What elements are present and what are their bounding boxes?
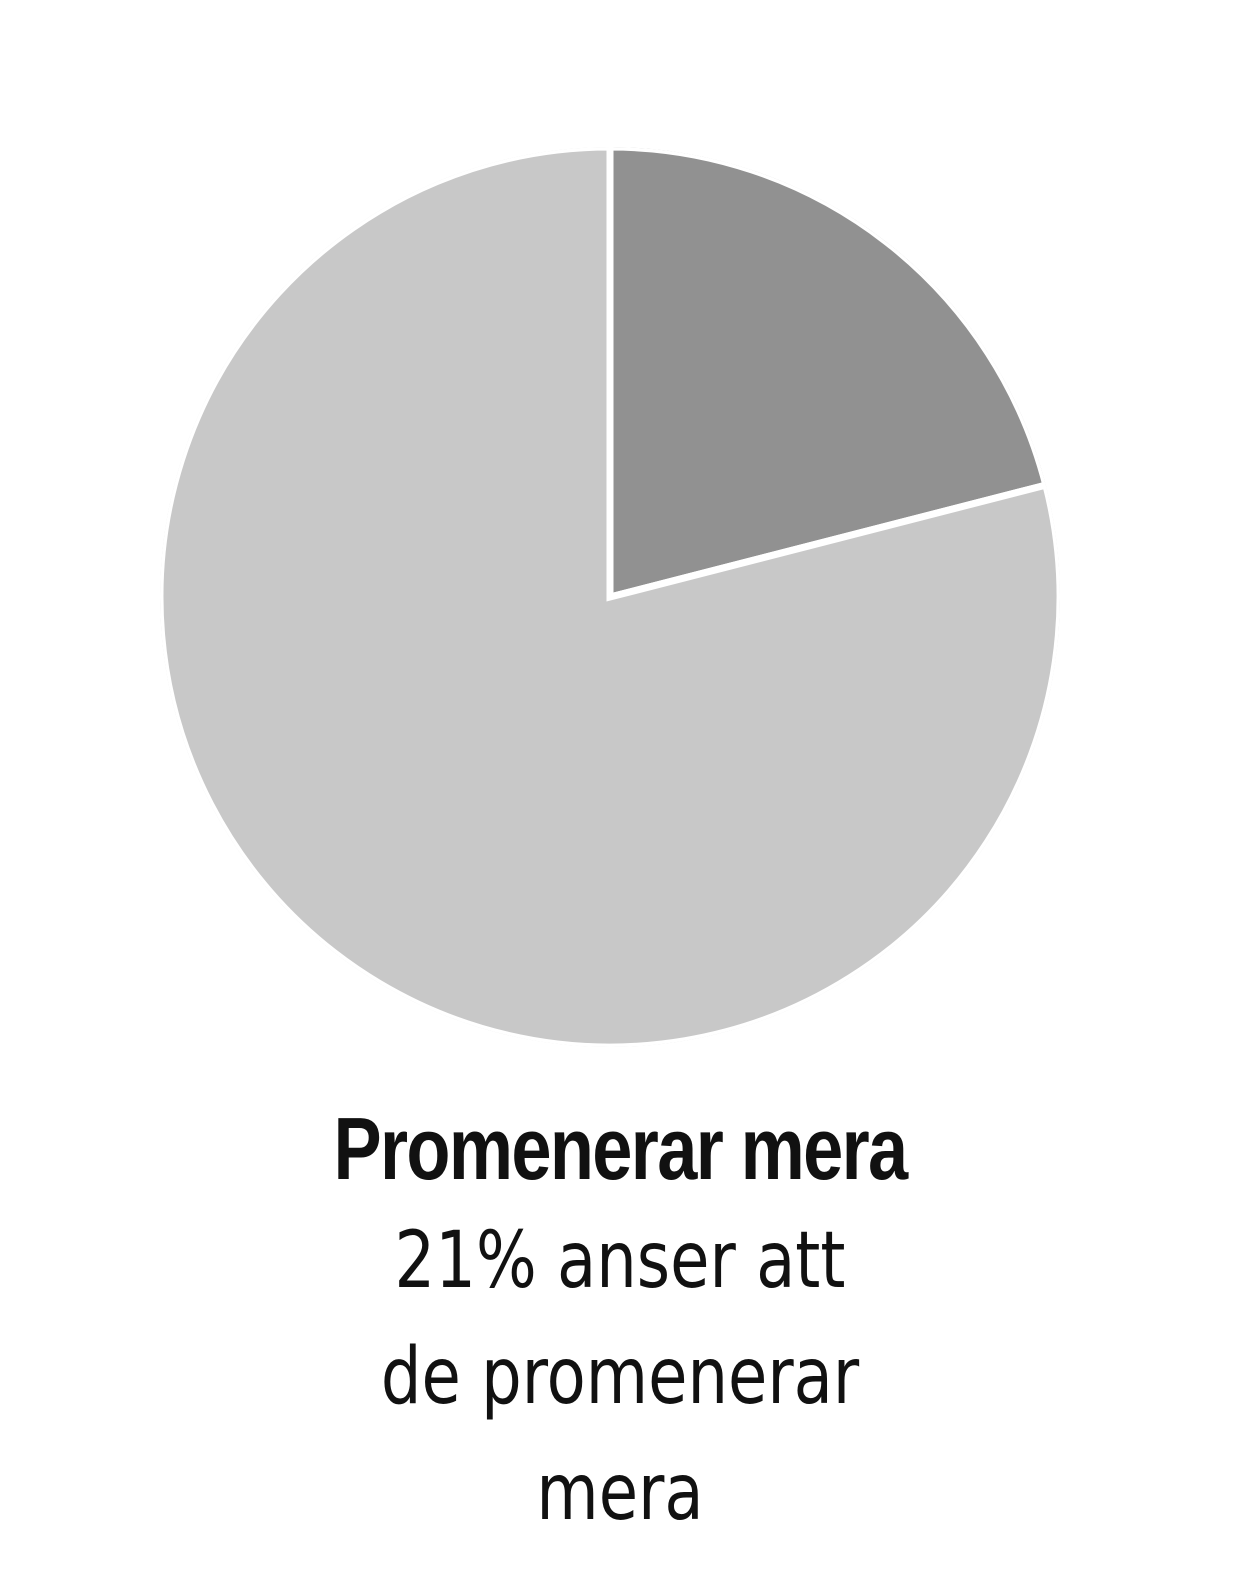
caption-line-1: 21% anser att [394,1216,846,1306]
caption-line-2: de promenerar [380,1332,860,1422]
caption-line-3: mera [536,1448,704,1538]
pie-slice-2 [160,147,1060,1047]
pie-chart [160,147,1060,1047]
pie-slice-1 [606,147,1051,602]
caption-title: Promenerar mera [333,1099,908,1198]
chart-caption: Promenerar mera 21% anser att de promene… [0,1095,1240,1551]
